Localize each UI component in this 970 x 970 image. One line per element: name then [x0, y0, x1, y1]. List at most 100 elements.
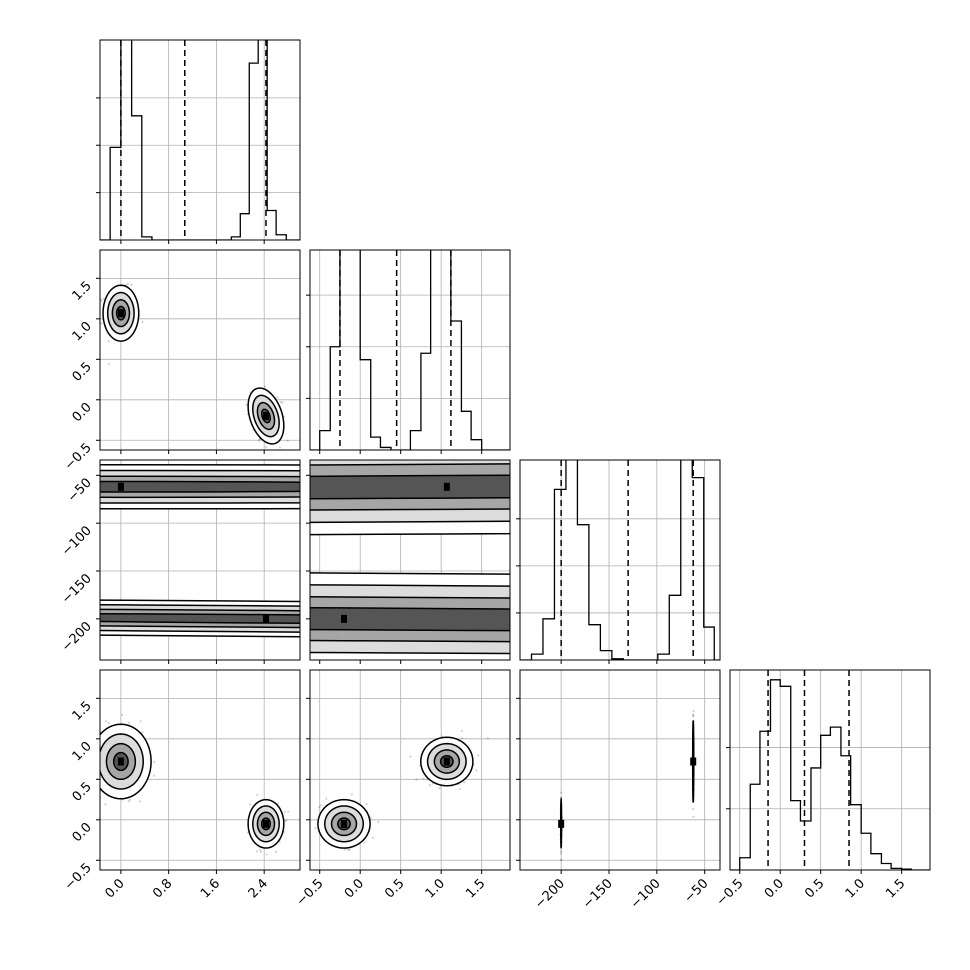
- sample-point: [687, 606, 689, 608]
- sample-point: [697, 494, 699, 496]
- sample-point: [544, 484, 546, 486]
- sample-point: [100, 299, 103, 302]
- sample-point: [596, 491, 598, 493]
- sample-point: [869, 612, 871, 614]
- sample-point: [422, 777, 425, 780]
- sample-point: [348, 848, 352, 851]
- sample-point: [790, 479, 792, 481]
- sample-point: [257, 439, 260, 442]
- scatter-density: [93, 713, 290, 856]
- sample-point: [746, 630, 748, 632]
- sample-point: [245, 403, 248, 406]
- panel-3-1: [306, 669, 511, 874]
- sample-point: [785, 625, 787, 627]
- sample-point: [560, 858, 563, 861]
- sample-point: [613, 501, 615, 503]
- sample-point: [95, 758, 97, 760]
- sample-point: [758, 490, 760, 492]
- sample-point: [587, 466, 589, 468]
- sample-point: [832, 477, 834, 479]
- sample-point: [745, 629, 747, 631]
- sample-point: [256, 793, 259, 797]
- sample-point: [517, 609, 519, 611]
- sample-point: [97, 485, 99, 487]
- sample-point: [672, 470, 674, 472]
- scatter-density: [100, 282, 289, 449]
- sample-point: [6, 485, 8, 487]
- sample-point: [363, 841, 366, 844]
- sample-point: [652, 474, 654, 476]
- panel-3-3: [726, 669, 931, 874]
- histogram-2: [520, 460, 720, 660]
- sample-point: [936, 618, 938, 620]
- sample-point: [32, 496, 34, 498]
- sample-point: [97, 757, 99, 759]
- sample-point: [609, 465, 611, 467]
- sample-point: [477, 754, 480, 757]
- density-peak: [443, 482, 450, 491]
- x-tick-label: 2.4: [246, 876, 271, 901]
- panel-frame: [99, 39, 301, 241]
- panel-frame: [519, 459, 721, 661]
- sample-point: [527, 491, 529, 493]
- sample-point: [460, 729, 463, 732]
- sample-point: [127, 800, 130, 803]
- sample-point: [882, 624, 884, 626]
- sample-point: [661, 500, 663, 502]
- sample-point: [967, 483, 969, 485]
- panel-frame: [519, 669, 721, 871]
- sample-point: [692, 714, 695, 718]
- sample-point: [766, 621, 768, 623]
- sample-point: [684, 496, 686, 498]
- sample-point: [887, 623, 889, 625]
- x-tick-label: 0.0: [102, 876, 127, 901]
- sample-point: [4, 508, 6, 510]
- sample-point: [555, 490, 557, 492]
- sample-point: [942, 481, 944, 483]
- sample-point: [560, 850, 563, 853]
- histogram-3: [730, 679, 930, 870]
- sample-point: [866, 475, 868, 477]
- density-peak: [262, 819, 269, 828]
- sample-point: [820, 503, 822, 505]
- sample-point: [927, 485, 929, 487]
- sample-point: [597, 628, 599, 630]
- y-tick-label: −200: [59, 619, 95, 655]
- sample-point: [590, 616, 592, 618]
- sample-point: [572, 478, 574, 480]
- sample-point: [922, 620, 924, 622]
- sample-point: [93, 745, 95, 747]
- sample-point: [278, 446, 282, 449]
- x-tick-label: 0.0: [342, 876, 367, 901]
- sample-point: [37, 617, 39, 619]
- sample-point: [279, 400, 283, 404]
- sample-point: [642, 629, 644, 631]
- x-tick-label: 1.5: [883, 876, 908, 901]
- sample-point: [614, 472, 616, 474]
- x-tick-label: 1.0: [423, 876, 448, 901]
- sample-point: [290, 581, 292, 583]
- sample-point: [699, 616, 701, 618]
- sample-point: [566, 634, 568, 636]
- sample-point: [644, 505, 646, 507]
- sample-point: [259, 850, 262, 853]
- sample-point: [100, 298, 103, 301]
- sample-point: [347, 849, 350, 852]
- sample-point: [0, 484, 2, 486]
- sample-point: [692, 815, 695, 818]
- sample-point: [820, 478, 822, 480]
- sample-point: [258, 848, 262, 851]
- sample-point: [275, 509, 277, 511]
- sample-point: [786, 573, 788, 575]
- sample-point: [790, 627, 792, 629]
- sample-point: [574, 486, 576, 488]
- sample-point: [276, 396, 279, 399]
- sample-point: [6, 475, 8, 477]
- panel-2-1: [4, 459, 944, 664]
- sample-point: [765, 625, 767, 627]
- panel-1-0: [96, 249, 301, 454]
- sample-point: [18, 487, 20, 489]
- sample-point: [371, 836, 374, 839]
- sample-point: [264, 446, 268, 449]
- density-peak: [262, 614, 269, 623]
